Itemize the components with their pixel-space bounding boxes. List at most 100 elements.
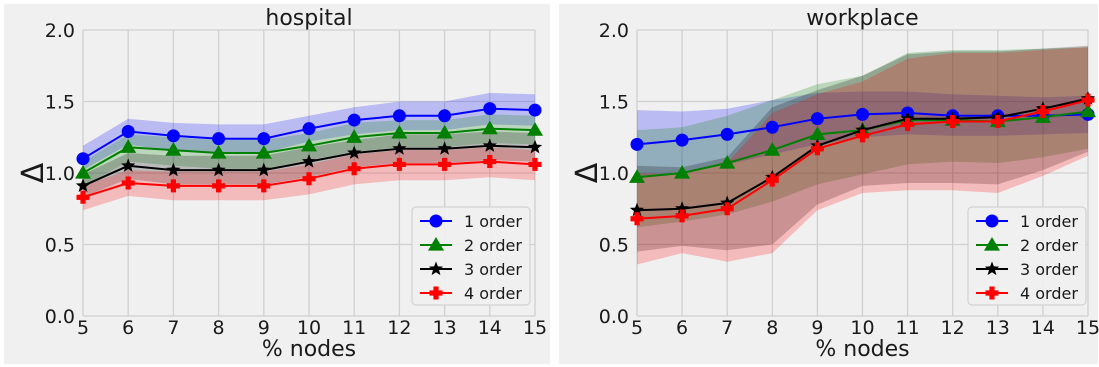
band-4-order	[637, 47, 1088, 265]
data-point	[856, 129, 869, 143]
x-tick-label: 6	[676, 317, 688, 339]
data-point	[809, 126, 826, 140]
data-point	[483, 155, 497, 169]
data-point	[437, 141, 452, 155]
x-tick-label: 11	[342, 317, 366, 339]
data-point	[347, 162, 361, 176]
series-3-order	[75, 138, 543, 192]
x-tick-label: 10	[850, 317, 874, 339]
legend-label: 2 order	[1020, 236, 1078, 255]
y-tick-label: 2.0	[45, 20, 75, 42]
legend-marker	[984, 237, 1000, 251]
y-tick-label: 1.0	[45, 163, 75, 185]
data-point	[528, 157, 542, 171]
data-point	[76, 152, 90, 166]
legend-label: 4 order	[464, 284, 522, 303]
data-point	[211, 162, 226, 177]
legend-label: 3 order	[1020, 260, 1078, 279]
data-point	[346, 129, 363, 143]
x-tick-label: 10	[297, 317, 321, 339]
x-tick-label: 7	[167, 317, 179, 339]
x-tick-label: 13	[433, 317, 457, 339]
data-point	[438, 109, 452, 123]
legend-marker	[428, 261, 444, 276]
legend-label: 2 order	[464, 236, 522, 255]
data-point	[674, 165, 691, 179]
data-point	[391, 124, 408, 139]
data-point	[212, 132, 226, 146]
x-tick-label: 15	[523, 317, 547, 339]
x-tick-label: 9	[258, 317, 270, 339]
series-4-order	[76, 155, 542, 204]
data-point	[719, 154, 736, 169]
y-tick-label: 1.0	[599, 163, 629, 185]
x-tick-label: 5	[77, 317, 89, 339]
data-point	[392, 109, 406, 123]
data-point	[629, 169, 645, 183]
y-tick-label: 1.5	[45, 92, 75, 114]
x-tick-label: 8	[213, 317, 225, 339]
x-tick-label: 7	[721, 317, 733, 339]
data-point	[810, 112, 824, 126]
legend-label: 1 order	[464, 212, 522, 231]
data-point	[255, 144, 272, 159]
data-point	[946, 115, 960, 129]
legend: 1 order 2 order 3 order 4 order	[411, 206, 531, 306]
data-point	[1080, 103, 1096, 118]
x-tick-label: 8	[766, 317, 778, 339]
series-4-order	[630, 93, 1095, 226]
data-point	[765, 120, 779, 134]
data-point	[764, 142, 781, 156]
data-point	[120, 139, 137, 153]
y-tick-label: 0.0	[599, 306, 629, 328]
data-point	[991, 115, 1005, 129]
y-tick-label: 2.0	[599, 20, 629, 42]
data-point	[166, 129, 180, 143]
x-tick-label: 6	[122, 317, 134, 339]
data-point	[302, 122, 316, 136]
data-point	[301, 154, 317, 168]
legend-label: 3 order	[464, 260, 522, 279]
data-point	[901, 117, 915, 131]
legend-box	[967, 206, 1087, 306]
data-point	[347, 113, 361, 127]
data-point	[75, 178, 91, 192]
data-point	[483, 102, 497, 116]
legend-marker	[985, 286, 999, 300]
y-tick-label: 0.0	[45, 306, 75, 328]
y-axis-label: Δ	[570, 162, 605, 183]
x-tick-label: 12	[941, 317, 965, 339]
x-tick-label: 11	[896, 317, 920, 339]
data-point	[527, 122, 543, 136]
data-point	[675, 133, 689, 147]
x-axis-label: % nodes	[262, 337, 356, 362]
x-tick-label: 12	[387, 317, 411, 339]
data-point	[482, 138, 497, 152]
data-point	[301, 137, 317, 152]
data-point	[256, 162, 271, 177]
x-tick-label: 13	[986, 317, 1010, 339]
data-point	[166, 179, 180, 193]
data-point	[257, 132, 271, 146]
panel-hospital: 5 6 7 8 9 10 11 12 13 14 15 0.0 0.5 1.0 1.5 2.0 % nodes Δ…	[4, 4, 550, 364]
x-tick-label: 14	[1031, 317, 1055, 339]
data-point	[810, 142, 824, 156]
legend-label: 1 order	[1020, 212, 1078, 231]
data-point	[720, 202, 734, 216]
data-point	[528, 103, 542, 117]
data-point	[165, 142, 182, 156]
data-point	[765, 173, 779, 187]
chart-title: workplace	[806, 6, 918, 31]
legend-label: 4 order	[1020, 284, 1078, 303]
data-point	[856, 107, 869, 121]
data-point	[481, 120, 498, 135]
data-point	[1081, 93, 1095, 107]
data-point	[347, 145, 362, 160]
x-tick-label: 14	[478, 317, 502, 339]
data-point	[166, 162, 181, 177]
x-axis-label: % nodes	[815, 337, 909, 362]
data-point	[76, 190, 90, 204]
data-point	[257, 179, 271, 193]
panel-workplace: 5 6 7 8 9 10 11 12 13 14 15 0.0 0.5 1.0 1.5 2.0 % nodes Δ…	[559, 4, 1099, 364]
